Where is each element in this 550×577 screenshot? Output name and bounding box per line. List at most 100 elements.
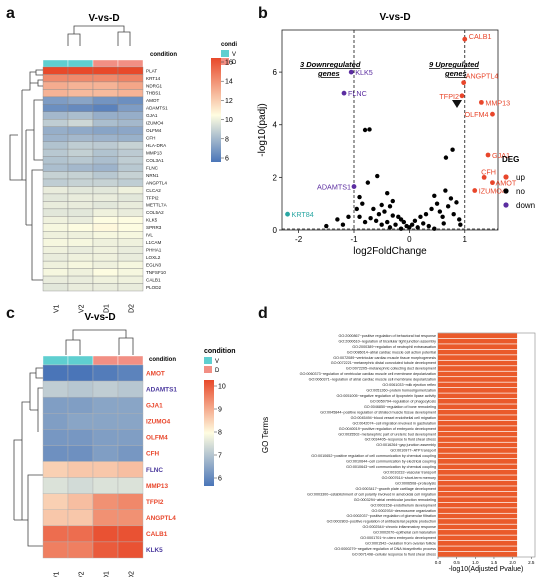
heat-cell-THBS1-V1 (42, 89, 69, 98)
volcano-point-no (445, 204, 451, 209)
go-term-label: GO:0002037~positive regulation of glomer… (347, 514, 436, 518)
panel-c-legend-V-swatch (204, 357, 212, 364)
heat-cell-CALB1-D1 (92, 525, 119, 543)
heat-cell-ANGPTL4-V1 (42, 509, 69, 527)
panel-a-legend-D: D (232, 60, 237, 66)
row-label-CALB1: CALB1 (146, 277, 161, 282)
go-bar (438, 382, 518, 388)
colorbar-tick-label-8: 8 (218, 430, 222, 437)
condition-cell-D2 (117, 59, 144, 68)
go-term-label: GO:0000279~negative regulation of DNA bi… (334, 547, 436, 551)
go-term-label: GO:0051005~negative regulation of lipopr… (336, 394, 436, 398)
row-label-AMOT: AMOT (146, 370, 165, 377)
heat-cell-KRT14-V1 (42, 74, 69, 83)
heat-cell-COL5A2-V1 (42, 208, 69, 217)
heat-cell-TNFSF10-V1 (42, 268, 69, 277)
panel-c-row-labels: AMOT ADAMTS1 GJA1 IZUMO4 OLFM4 CFH FLNC MMP13 TF… (146, 370, 177, 554)
go-term-label: GO:2000610~regulation of bicellular tigh… (339, 339, 437, 343)
volcano-point-no (451, 212, 456, 217)
heat-cell-HLA-DRA-V1 (42, 141, 69, 150)
panel-d-ylabel: GO Terms (261, 417, 270, 453)
go-term-label: GO:0003294~atrial ventricular junction r… (354, 498, 436, 502)
row-label-FLNC: FLNC (146, 467, 163, 474)
heat-cell-TNFSF10-V2 (67, 268, 94, 277)
col-label-V1: V1 (54, 571, 61, 577)
panel-a-condition-label: condition (150, 52, 177, 58)
go-bar (438, 393, 518, 399)
heat-cell-L1CAM-D1 (92, 238, 119, 247)
panel-a-heatmap (42, 66, 144, 292)
col-label-D2: D2 (129, 571, 136, 577)
volcano-point-no (443, 188, 448, 193)
panel-d-plot: GO:2000867~positive regulation of behavi… (300, 332, 536, 565)
volcano-ytick-label: 2 (273, 173, 278, 182)
heat-cell-CFH-D2 (117, 445, 144, 462)
heat-cell-NDRG1-V2 (67, 81, 94, 90)
volcano-point-no (371, 206, 376, 212)
row-label-CALB1: CALB1 (146, 531, 168, 538)
heat-cell-TFPI2-V1 (42, 193, 69, 202)
panel-b: b V-vs-D -2 -1 0 1 0 2 4 6 log2FoldChange -log10(… (257, 5, 535, 257)
volcano-point-no (376, 212, 382, 217)
panel-a-column-labels: V1 V2 D1 D2 (54, 304, 136, 313)
heat-cell-NRN1-V2 (67, 171, 94, 180)
panel-b-legend-up-marker (503, 174, 509, 180)
go-term-label: GO:0034405~response to fluid shear stres… (365, 438, 437, 442)
heat-cell-KLK5-D2 (117, 216, 144, 224)
heat-cell-PLOD2-V2 (67, 283, 94, 292)
volcano-point-no (423, 212, 429, 217)
go-term-label: GO:0045494~blood vessel endothelial cell… (351, 416, 436, 420)
heat-cell-EGLN3-D2 (117, 260, 144, 269)
volcano-gene-label-KLK5: KLK5 (355, 68, 373, 77)
heat-cell-PHHA1-D2 (117, 245, 144, 254)
condition-cell-V1 (42, 59, 69, 68)
go-bar (438, 519, 518, 524)
volcano-point-up-CFH (481, 174, 487, 180)
go-bar (438, 469, 518, 475)
row-label-THBS1: THBS1 (146, 91, 161, 96)
volcano-ytick-label: 0 (273, 226, 278, 235)
row-label-L1CAM: L1CAM (146, 240, 161, 245)
row-label-IZUMO4: IZUMO4 (146, 419, 171, 426)
go-term-label: GO:0010652~positive regulation of cell c… (311, 454, 436, 458)
heat-cell-MMP13-V2 (67, 477, 94, 494)
heat-cell-AMOT-D1 (92, 96, 119, 105)
go-bar (438, 475, 518, 481)
heat-cell-MMP13-V1 (42, 477, 69, 494)
panel-b-annot-up-line2: genes (444, 69, 467, 78)
volcano-gene-label-MMP13: MMP13 (485, 98, 510, 107)
go-term-label: GO:0046850~regulation of bone remodeling (364, 405, 436, 409)
panel-c-condition-label: condition (149, 357, 176, 363)
go-bar (438, 355, 518, 360)
heat-cell-MMP13-V2 (67, 148, 94, 157)
volcano-point-no (393, 222, 398, 227)
volcano-point-up-ANGPTL4 (461, 80, 467, 86)
volcano-xlabel: log2FoldChange (353, 246, 427, 257)
volcano-point-down-FLNC (341, 90, 347, 96)
panel-c-legend-title: condition (204, 348, 236, 355)
heat-cell-ANGPTL4-V1 (42, 178, 69, 187)
heat-cell-OLFM4-D2 (117, 429, 144, 446)
row-label-PHHA1: PHHA1 (146, 248, 162, 253)
heat-cell-ADAMTS1-D2 (117, 380, 144, 398)
go-bar (438, 524, 518, 530)
heat-cell-KLK5-V2 (67, 216, 94, 224)
heat-cell-OLFM4-V1 (42, 429, 69, 446)
panel-b-title: V-vs-D (379, 12, 410, 23)
heat-cell-KLK5-D1 (92, 541, 119, 559)
heat-cell-TFPI2-V2 (67, 193, 94, 202)
go-bar (438, 497, 518, 503)
heat-cell-OLFM4-V1 (42, 126, 69, 135)
heat-cell-TFPI2-D1 (92, 493, 119, 510)
go-term-label: GO:0010977~ATP transport (390, 449, 436, 453)
go-bar (438, 513, 518, 519)
go-bar (438, 480, 518, 486)
heat-cell-CFH-D2 (117, 133, 144, 142)
bar-xtick-label: 1.5 (491, 560, 498, 565)
go-bar (438, 508, 518, 513)
heat-cell-LOXL2-V1 (42, 253, 69, 262)
heat-cell-GJA1-D2 (117, 111, 144, 120)
volcano-point-up-GJA1 (485, 152, 491, 158)
row-label-TFPI2: TFPI2 (146, 195, 159, 200)
